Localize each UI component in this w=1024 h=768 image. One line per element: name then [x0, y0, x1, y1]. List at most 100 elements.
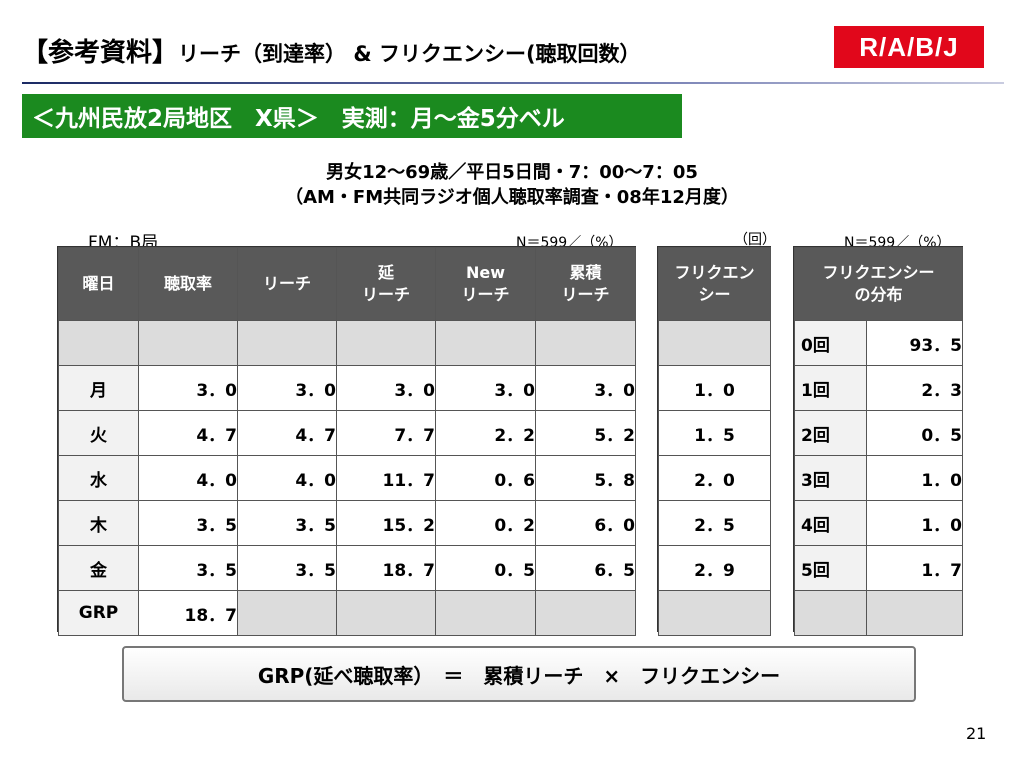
table-cell: 1．0 — [658, 365, 771, 411]
count-cell: 2回 — [794, 410, 867, 456]
title-underline — [22, 82, 1004, 84]
table-row: 2．9 — [658, 545, 771, 591]
frequency-table: フリクエン シー 1．0 1．5 2．0 2．5 2．9 — [658, 247, 771, 636]
table-cell: 3．5 — [138, 545, 238, 591]
table-cell: 2．9 — [658, 545, 771, 591]
day-cell: 木 — [58, 500, 139, 546]
header-reach: リーチ — [237, 247, 337, 321]
table-cell: 3．0 — [535, 365, 636, 411]
table-cell — [237, 320, 337, 366]
count-cell: 3回 — [794, 455, 867, 501]
table-row: 5回 1．7 — [794, 545, 964, 591]
table-cell: 4．0 — [237, 455, 337, 501]
header-gross-reach: 延 リーチ — [336, 247, 436, 321]
table-cell: 3．0 — [336, 365, 436, 411]
listening-rate-table: 曜日 聴取率 リーチ 延 リーチ New リーチ 累積 リーチ 月 3．0 3．… — [58, 247, 636, 636]
table-row: 月 3．0 3．0 3．0 3．0 3．0 — [58, 365, 636, 411]
table-cell: 0．2 — [435, 500, 536, 546]
table-cell: 3．5 — [138, 500, 238, 546]
table-cell: 7．7 — [336, 410, 436, 456]
table-cell — [336, 590, 436, 636]
frequency-distribution-table: フリクエンシー の分布 0回 93．5 1回 2．3 2回 0．5 3回 1．0… — [793, 247, 964, 636]
title-main: 【参考資料】 — [22, 38, 179, 68]
table-cell: 0．5 — [435, 545, 536, 591]
table-row: 1回 2．3 — [794, 365, 964, 411]
grp-formula-box: GRP(延べ聴取率） ＝ 累積リーチ × フリクエンシー — [122, 646, 916, 702]
table-cell — [138, 320, 238, 366]
slide-title: 【参考資料】リーチ（到達率） & フリクエンシー(聴取回数） — [22, 32, 641, 69]
table-cell: 4．7 — [138, 410, 238, 456]
table-cell: 3．0 — [138, 365, 238, 411]
header-listening-rate: 聴取率 — [138, 247, 238, 321]
table-cell: 1．0 — [865, 500, 964, 546]
header-frequency: フリクエン シー — [658, 247, 771, 321]
unit-label: （回） — [734, 232, 776, 248]
table-cell: 1．0 — [865, 455, 964, 501]
count-cell: 1回 — [794, 365, 867, 411]
table-cell: 2．2 — [435, 410, 536, 456]
count-cell: 4回 — [794, 500, 867, 546]
table-row: 4回 1．0 — [794, 500, 964, 546]
table-cell — [58, 320, 139, 366]
table-cell: 15．2 — [336, 500, 436, 546]
table-cell: 2．5 — [658, 500, 771, 546]
survey-condition-line1: 男女12～69歳／平日5日間・7：00～7：05 — [326, 162, 698, 183]
table-cell: 0．5 — [865, 410, 964, 456]
table-cell — [658, 590, 771, 636]
table-cell — [435, 320, 536, 366]
table-row-blank — [658, 320, 771, 366]
table-cell: 0．6 — [435, 455, 536, 501]
table-cell: 2．0 — [658, 455, 771, 501]
table-row: 金 3．5 3．5 18．7 0．5 6．5 — [58, 545, 636, 591]
table-cell — [535, 590, 636, 636]
table-row: 0回 93．5 — [794, 320, 964, 366]
day-cell: 金 — [58, 545, 139, 591]
table-cell: 11．7 — [336, 455, 436, 501]
table-row: 2．0 — [658, 455, 771, 501]
region-banner: ＜九州民放2局地区 X県＞ 実測：月～金5分ベル — [22, 94, 682, 138]
table-cell: 4．7 — [237, 410, 337, 456]
table-row-blank — [58, 320, 636, 366]
header-new-reach: New リーチ — [435, 247, 536, 321]
table-row: 火 4．7 4．7 7．7 2．2 5．2 — [58, 410, 636, 456]
table-cell: 5．2 — [535, 410, 636, 456]
header-day: 曜日 — [58, 247, 139, 321]
table-cell: 3．5 — [237, 500, 337, 546]
header-frequency-distribution: フリクエンシー の分布 — [793, 247, 964, 321]
table-cell — [865, 590, 964, 636]
day-cell: 火 — [58, 410, 139, 456]
title-subtitle: リーチ（到達率） & フリクエンシー(聴取回数） — [178, 42, 641, 66]
table-cell: 1．7 — [865, 545, 964, 591]
header-cumulative-reach: 累積 リーチ — [535, 247, 636, 321]
table-row-grp: GRP 18．7 — [58, 590, 636, 636]
survey-condition-line2: （AM・FM共同ラジオ個人聴取率調査・08年12月度） — [285, 187, 739, 208]
table-cell — [336, 320, 436, 366]
count-cell: 0回 — [794, 320, 867, 366]
day-cell: 月 — [58, 365, 139, 411]
table-cell — [794, 590, 867, 636]
table-row: 1．0 — [658, 365, 771, 411]
table-row-blank — [794, 590, 964, 636]
table-cell: 4．0 — [138, 455, 238, 501]
table-row: 2．5 — [658, 500, 771, 546]
table-cell: 2．3 — [865, 365, 964, 411]
table-row: 2回 0．5 — [794, 410, 964, 456]
table-cell: 3．0 — [435, 365, 536, 411]
table-cell — [658, 320, 771, 366]
table-cell: 6．0 — [535, 500, 636, 546]
table-row: 3回 1．0 — [794, 455, 964, 501]
table-row: 木 3．5 3．5 15．2 0．2 6．0 — [58, 500, 636, 546]
table-cell — [435, 590, 536, 636]
table-cell: 5．8 — [535, 455, 636, 501]
rabj-logo: R/A/B/J — [834, 26, 984, 68]
table-row: 1．5 — [658, 410, 771, 456]
table-row-blank — [658, 590, 771, 636]
day-cell: 水 — [58, 455, 139, 501]
table-cell: 93．5 — [865, 320, 964, 366]
grp-value-cell: 18．7 — [138, 590, 238, 636]
table-cell: 6．5 — [535, 545, 636, 591]
count-cell: 5回 — [794, 545, 867, 591]
table-cell: 1．5 — [658, 410, 771, 456]
grp-label-cell: GRP — [58, 590, 139, 636]
table-cell: 3．0 — [237, 365, 337, 411]
